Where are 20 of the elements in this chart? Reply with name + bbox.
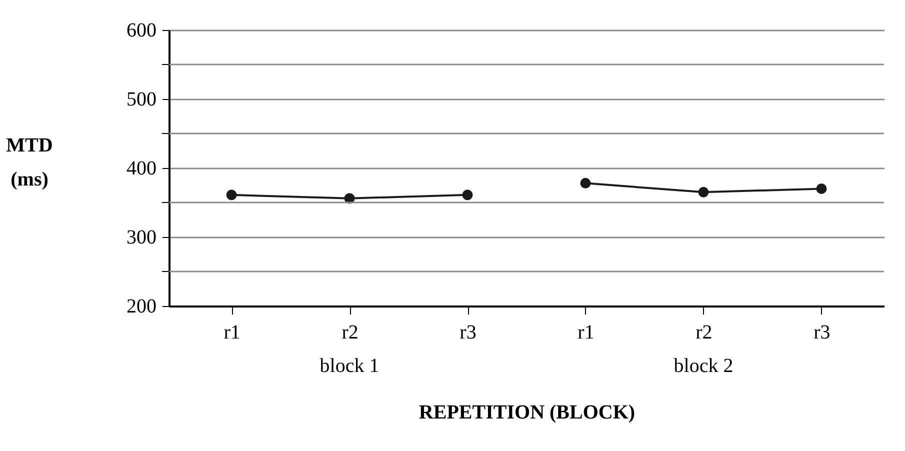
y-tick-label: 500	[126, 88, 156, 110]
x-tick-label: r2	[342, 322, 358, 344]
x-tick-label: r3	[814, 322, 830, 344]
point	[698, 186, 709, 198]
y-tick-label: 400	[126, 158, 156, 180]
point	[462, 190, 473, 200]
text: block 2	[674, 355, 734, 377]
point	[816, 183, 827, 194]
x-axis-title: REPETITION (BLOCK)	[418, 402, 636, 424]
y-axis-title: MTD (ms)	[6, 134, 53, 190]
y-tick-label: 600	[126, 20, 156, 42]
x-tick-label: r1	[224, 322, 240, 344]
y-tick-label: 200	[126, 296, 156, 318]
text: block 1	[320, 355, 380, 377]
point	[226, 190, 237, 200]
y-tick-label: 300	[126, 226, 156, 248]
point	[580, 178, 591, 188]
x-tick-label: r3	[460, 322, 476, 344]
x-tick-label: r1	[578, 322, 594, 344]
x-tick-label: r2	[696, 322, 712, 344]
